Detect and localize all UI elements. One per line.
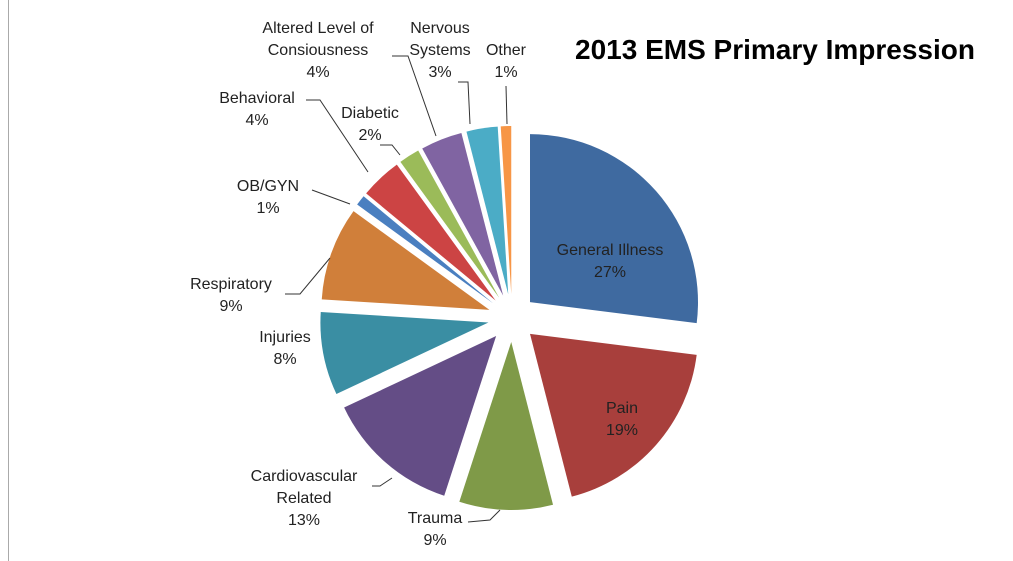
pie-slice [422,132,504,296]
leader-line [392,55,437,137]
leader-line [467,509,501,523]
slice-value-label: 19% [605,422,639,439]
pie-slice [321,211,490,310]
slice-label: Nervous Systems [409,20,471,59]
slice-value-label: 9% [219,298,243,315]
pie-slice [459,341,554,510]
slice-label: General Illness [556,242,664,259]
slice-value-label: 13% [287,512,321,529]
pie-slice [466,126,509,295]
slice-value-label: 1% [256,200,280,217]
slice-value-label: 2% [358,127,382,144]
slice-label: OB/GYN [236,178,300,195]
slice-label: Diabetic [341,105,399,122]
pie-slice [344,336,497,496]
chart-frame [8,0,1012,561]
leader-line [458,81,471,125]
slice-label: Pain [605,400,639,417]
slice-value-label: 3% [428,64,452,81]
chart-title: 2013 EMS Primary Impression [575,34,975,65]
pie-slice [530,333,697,497]
slice-label: Cardiovascular Related [250,468,358,507]
pie-slice [366,164,496,301]
slice-label: Respiratory [190,276,272,293]
pie-slice [500,126,512,295]
leader-line [505,85,508,125]
leader-line [306,99,369,173]
slice-value-label: 4% [306,64,330,81]
slice-value-label: 9% [423,532,447,549]
leader-line [311,189,351,205]
slice-value-label: 8% [273,351,297,368]
slice-label: Other [485,42,526,59]
leader-line [372,477,393,487]
leader-line [285,257,331,295]
pie-slice [320,311,489,395]
pie-slice [357,196,494,304]
pie-slice [530,134,699,324]
slice-value-label: 27% [593,264,627,281]
slice-value-label: 1% [494,64,518,81]
leader-line [380,144,401,156]
pie-slice [400,150,500,298]
slice-label: Altered Level of Consiousness [262,20,374,59]
slice-value-label: 4% [245,112,269,129]
slice-label: Trauma [407,510,463,527]
slice-label: Behavioral [219,90,295,107]
slice-label: Injuries [259,329,311,346]
